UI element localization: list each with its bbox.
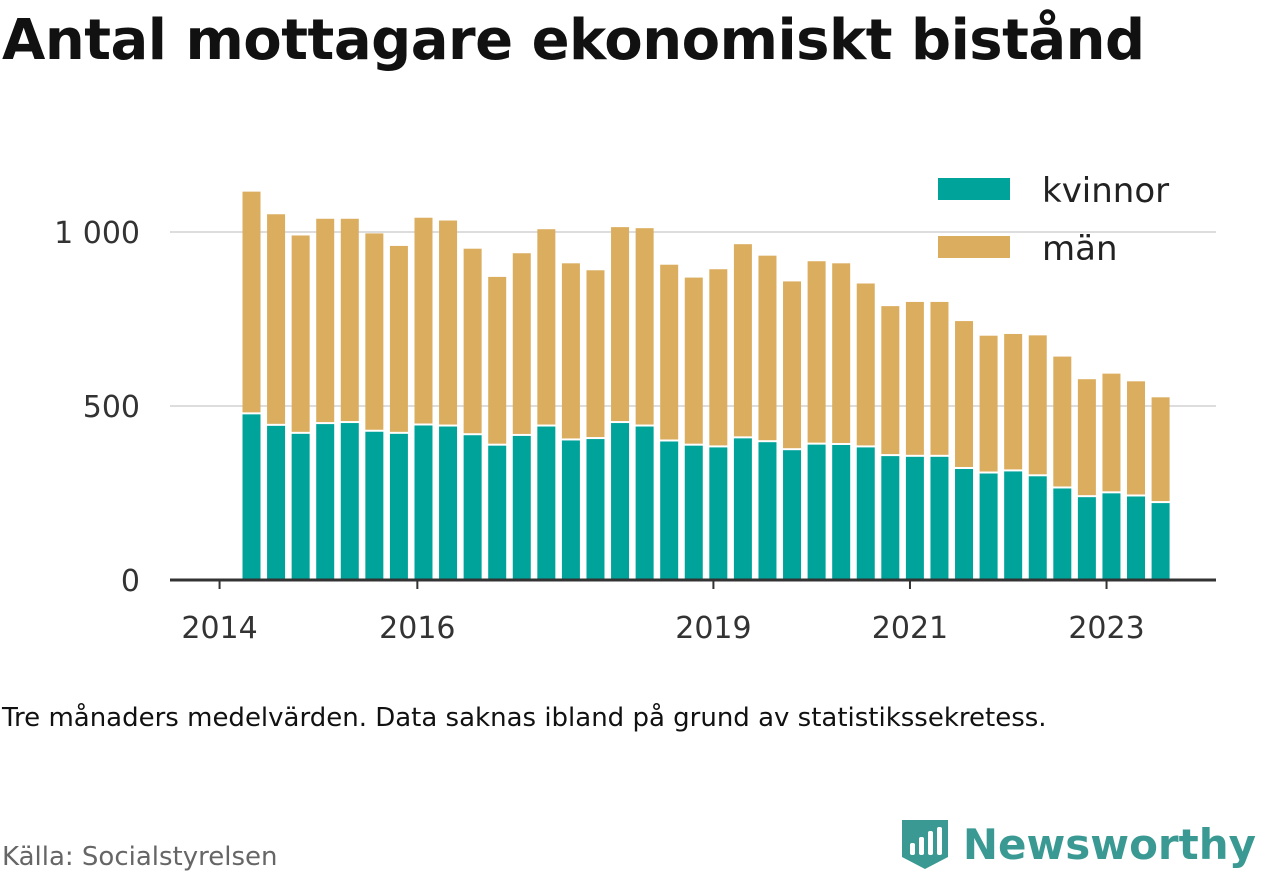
bar-man [586,270,605,438]
y-tick-label: 0 [121,564,140,599]
bar-man [439,220,458,425]
bar-man [1077,379,1096,496]
bar-kvinnor [783,450,802,580]
bar-kvinnor [832,444,851,580]
axes: 0 500 1 000 2014 2016 2019 2021 2023 [54,216,1216,646]
bar-kvinnor [611,423,630,580]
bar-man [684,277,703,444]
bar-man [1102,373,1121,492]
bar-kvinnor [365,431,384,580]
chart-title: Antal mottagare ekonomiskt bistånd [2,8,1145,73]
bar-man [930,301,949,455]
x-tick-label: 2014 [181,611,257,646]
bar-man [905,301,924,455]
legend: kvinnor män [938,171,1169,269]
bar-kvinnor [291,433,310,580]
bar-kvinnor [905,456,924,580]
bar-man [758,255,777,441]
bar-kvinnor [316,424,335,580]
bar-kvinnor [267,425,286,580]
bar-man [807,261,826,443]
bar-kvinnor [856,447,875,580]
bar-kvinnor [979,473,998,580]
bar-kvinnor [733,438,752,580]
bar-man [1151,397,1170,502]
bar-kvinnor [758,442,777,580]
bar-man [660,264,679,440]
bar-kvinnor [488,445,507,580]
bar-kvinnor [684,445,703,580]
bar-man [955,321,974,467]
bar-man [463,248,482,434]
bar-kvinnor [242,414,261,580]
bar-kvinnor [955,468,974,580]
bar-man [488,276,507,444]
bar-kvinnor [512,435,531,580]
bar-man [316,218,335,423]
bar-man [537,229,556,425]
bar-man [832,263,851,443]
bar-man [783,281,802,449]
bar-man [1053,356,1072,487]
bar-man [512,253,531,434]
bar-man [979,335,998,472]
brand-name: Newsworthy [962,819,1256,869]
bar-kvinnor [881,456,900,580]
bar-kvinnor [709,447,728,580]
bar-kvinnor [1077,497,1096,580]
bar-kvinnor [537,426,556,580]
bar-kvinnor [1102,493,1121,580]
bar-man [709,269,728,446]
bar-kvinnor [463,435,482,580]
x-tick-label: 2019 [675,611,751,646]
bar-kvinnor [807,444,826,580]
bar-man [414,217,433,424]
bar-kvinnor [439,426,458,580]
bar-man [611,227,630,422]
bar-kvinnor [1004,471,1023,580]
bar-kvinnor [635,426,654,580]
x-tick-label: 2016 [379,611,455,646]
bar-kvinnor [389,433,408,580]
bar-kvinnor [414,425,433,580]
bar-kvinnor [340,423,359,580]
x-tick-label: 2021 [872,611,948,646]
bar-kvinnor [586,439,605,580]
bar-kvinnor [930,456,949,580]
bar-kvinnor [561,440,580,580]
bar-man [1127,381,1146,495]
bar-man [242,191,261,413]
legend-swatch-kvinnor [938,178,1010,200]
bar-kvinnor [1053,488,1072,580]
brand-logo: Newsworthy [899,817,1256,871]
y-tick-label: 1 000 [54,216,140,251]
bar-man [340,218,359,422]
bar-man [561,263,580,439]
legend-label-män: män [1042,229,1118,269]
chart-note: Tre månaders medelvärden. Data saknas ib… [2,703,1047,733]
bar-man [291,235,310,432]
bar-kvinnor [660,441,679,580]
legend-label-kvinnor: kvinnor [1042,171,1169,211]
bar-kvinnor [1127,496,1146,580]
y-tick-label: 500 [83,390,140,425]
bar-man [733,244,752,437]
bar-man [881,306,900,455]
bar-man [1028,335,1047,475]
bar-kvinnor [1028,476,1047,580]
bar-man [856,283,875,446]
bar-kvinnor [1151,503,1170,580]
x-tick-label: 2023 [1068,611,1144,646]
bar-man [389,245,408,432]
source-credit: Källa: Socialstyrelsen [2,842,278,872]
bar-man [635,228,654,425]
legend-swatch-män [938,236,1010,258]
bars [242,191,1170,580]
newsworthy-logo-icon [901,820,948,869]
bar-man [267,214,286,424]
bar-man [1004,333,1023,470]
bar-man [365,233,384,430]
